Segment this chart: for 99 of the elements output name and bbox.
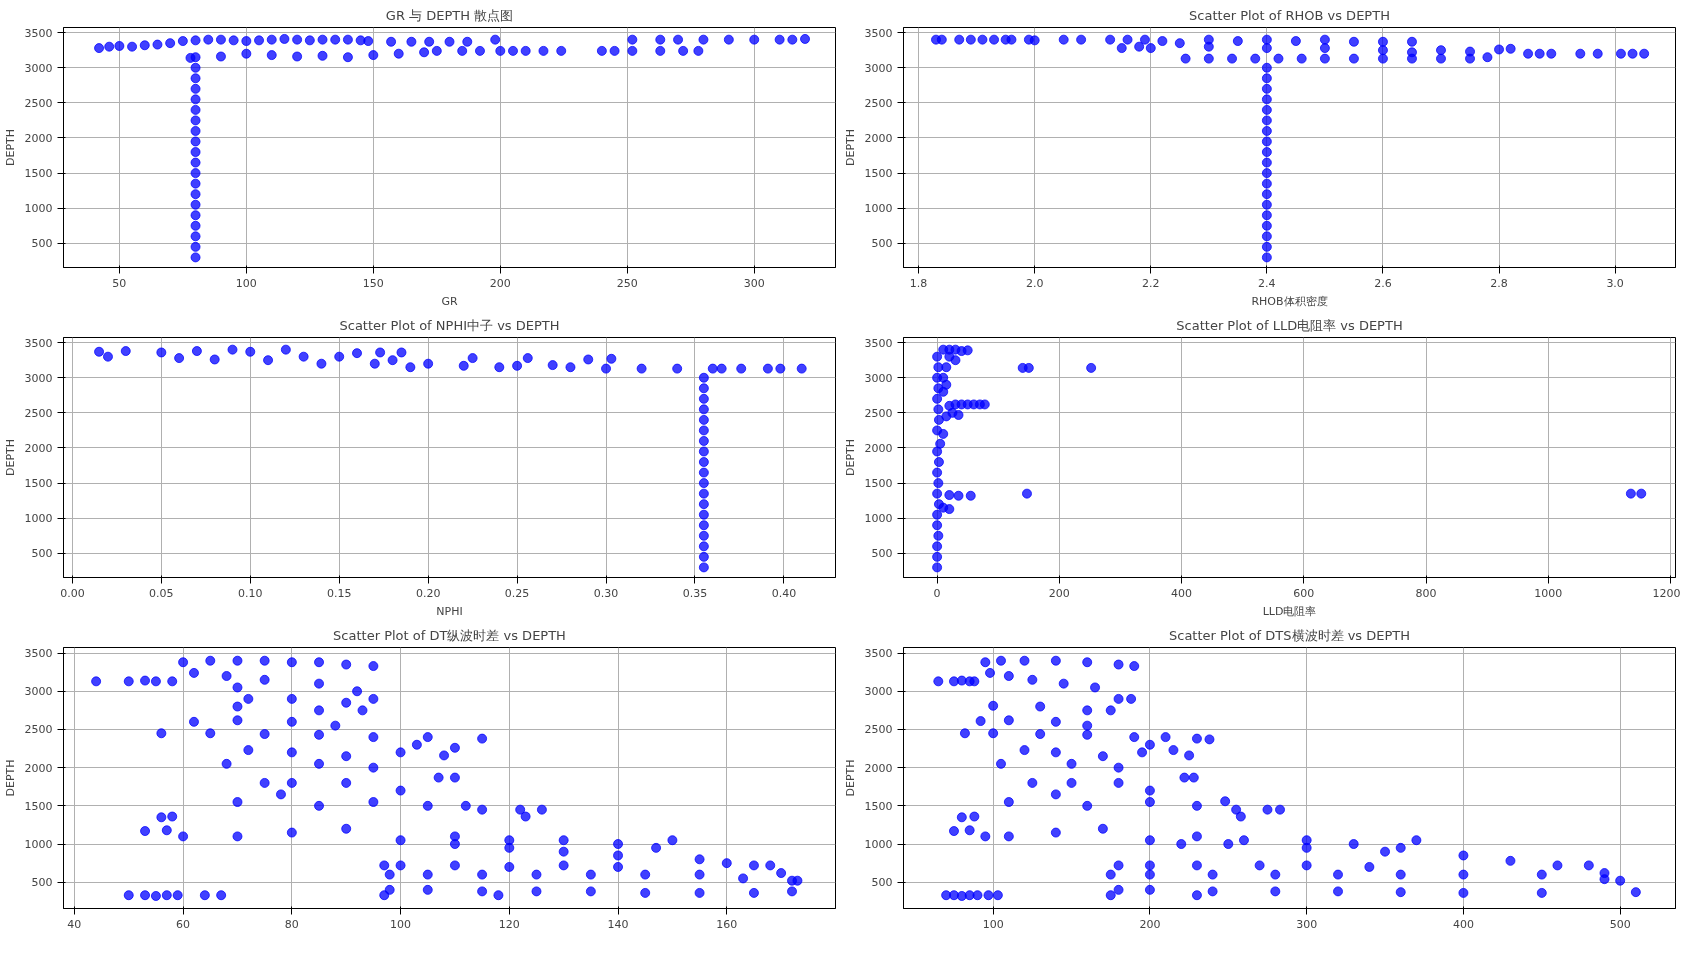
x-tick-label: 2.8 (1490, 276, 1508, 290)
x-tick-label: 2.4 (1258, 276, 1276, 290)
x-tick-label: 500 (1609, 917, 1631, 931)
x-tick-label: 1.8 (909, 276, 928, 290)
y-axis-title: DEPTH (843, 438, 857, 477)
y-tick-label: 2500 (864, 406, 893, 420)
x-tick-label: 0.05 (149, 586, 174, 600)
y-tick-label: 1000 (864, 838, 893, 852)
y-tick-label: 2000 (24, 441, 53, 455)
x-tick-label: 100 (390, 917, 412, 931)
x-axis-title: GR (441, 294, 458, 308)
y-axis-title: DEPTH (843, 759, 857, 797)
chart-title: Scatter Plot of LLD电阻率 vs DEPTH (1176, 317, 1403, 333)
x-tick-label: 150 (362, 276, 384, 290)
x-axis-title: LLD电阻率 (1262, 604, 1317, 618)
x-tick-label: 2.6 (1374, 276, 1392, 290)
x-tick-label: 400 (1171, 586, 1193, 600)
x-tick-label: 100 (982, 917, 1004, 931)
x-tick-label: 0.20 (415, 586, 441, 600)
chart-title: GR 与 DEPTH 散点图 (385, 7, 514, 23)
y-tick-label: 500 (871, 237, 893, 251)
y-tick-label: 3000 (24, 685, 53, 699)
y-tick-label: 3500 (24, 26, 53, 40)
x-tick-label: 160 (716, 917, 738, 931)
x-tick-label: 0.25 (504, 586, 530, 600)
chart-title: Scatter Plot of NPHI中子 vs DEPTH (339, 317, 560, 333)
y-tick-label: 3500 (24, 336, 53, 350)
x-tick-label: 2.2 (1142, 276, 1160, 290)
chart-title: Scatter Plot of DT纵波时差 vs DEPTH (333, 627, 566, 643)
y-tick-label: 3500 (864, 26, 893, 40)
y-tick-label: 1000 (24, 512, 53, 526)
y-tick-label: 1500 (24, 477, 53, 491)
y-tick-label: 2000 (864, 761, 893, 775)
y-tick-label: 1500 (864, 167, 893, 181)
y-tick-label: 2500 (24, 96, 53, 110)
y-tick-label: 500 (871, 547, 893, 561)
y-tick-label: 2500 (864, 96, 893, 110)
x-tick-label: 1200 (1652, 586, 1681, 600)
y-tick-label: 2000 (24, 761, 53, 775)
y-tick-label: 3000 (864, 371, 893, 385)
x-tick-label: 50 (112, 276, 127, 290)
x-tick-label: 300 (1296, 917, 1318, 931)
x-tick-label: 300 (743, 276, 765, 290)
y-tick-label: 1000 (864, 202, 893, 216)
x-tick-label: 140 (607, 917, 629, 931)
x-tick-label: 600 (1293, 586, 1315, 600)
x-tick-label: 200 (1139, 917, 1161, 931)
y-tick-label: 2000 (864, 441, 893, 455)
y-tick-label: 1500 (24, 799, 53, 813)
x-tick-label: 0.35 (682, 586, 708, 600)
y-tick-label: 3500 (24, 647, 53, 661)
y-tick-label: 2500 (24, 723, 53, 737)
x-tick-label: 250 (616, 276, 638, 290)
x-tick-label: 400 (1452, 917, 1474, 931)
x-tick-label: 800 (1415, 586, 1437, 600)
y-tick-label: 500 (871, 876, 893, 890)
y-tick-label: 2000 (864, 131, 893, 145)
y-tick-label: 500 (31, 237, 53, 251)
x-tick-label: 80 (284, 917, 299, 931)
y-tick-label: 3000 (864, 685, 893, 699)
y-tick-label: 2000 (24, 131, 53, 145)
x-tick-label: 0.00 (60, 586, 85, 600)
x-tick-label: 0.40 (771, 586, 797, 600)
x-tick-label: 2.0 (1025, 276, 1044, 290)
y-tick-label: 500 (31, 547, 53, 561)
x-tick-label: 200 (1048, 586, 1070, 600)
y-tick-label: 2500 (864, 723, 893, 737)
y-tick-label: 1000 (24, 202, 53, 216)
x-tick-label: 3.0 (1606, 276, 1624, 290)
chart-title: Scatter Plot of RHOB vs DEPTH (1189, 7, 1390, 23)
x-tick-label: 100 (235, 276, 257, 290)
x-tick-label: 200 (489, 276, 511, 290)
x-tick-label: 40 (67, 917, 82, 931)
y-axis-title: DEPTH (3, 128, 17, 167)
y-tick-label: 1500 (864, 477, 893, 491)
x-tick-label: 1000 (1534, 586, 1563, 600)
y-tick-label: 3000 (864, 61, 893, 75)
y-tick-label: 1000 (24, 838, 53, 852)
x-axis-title: RHOB体积密度 (1251, 294, 1328, 308)
y-axis-title: DEPTH (843, 128, 857, 167)
x-tick-label: 120 (498, 917, 520, 931)
y-tick-label: 1500 (864, 799, 893, 813)
y-tick-label: 3000 (24, 61, 53, 75)
y-tick-label: 2500 (24, 406, 53, 420)
y-tick-label: 1000 (864, 512, 893, 526)
y-tick-label: 1500 (24, 167, 53, 181)
y-tick-label: 3500 (864, 336, 893, 350)
y-axis-title: DEPTH (3, 438, 17, 477)
y-tick-label: 3500 (864, 647, 893, 661)
x-tick-label: 0.15 (326, 586, 352, 600)
x-tick-label: 0 (933, 586, 941, 600)
y-axis-title: DEPTH (3, 759, 17, 797)
chart-title: Scatter Plot of DTS横波时差 vs DEPTH (1168, 627, 1411, 643)
y-tick-label: 500 (31, 876, 53, 890)
x-tick-label: 60 (176, 917, 191, 931)
x-tick-label: 0.10 (238, 586, 263, 600)
x-tick-label: 0.30 (593, 586, 619, 600)
x-axis-title: NPHI (436, 604, 463, 618)
y-tick-label: 3000 (24, 371, 53, 385)
